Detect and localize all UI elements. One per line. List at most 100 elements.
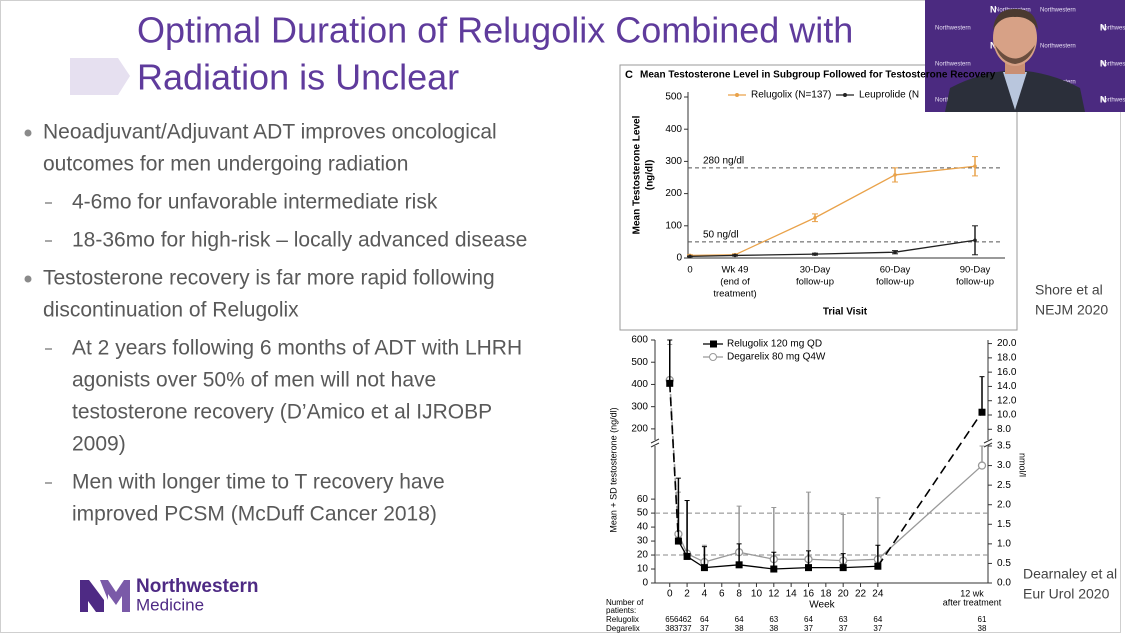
backdrop-text: Northwestern (1100, 26, 1125, 32)
point (874, 562, 882, 570)
sub-bullet-text: 18-36mo for high-risk – locally advanced… (72, 229, 527, 252)
backdrop-text: Northwestern (1100, 98, 1125, 104)
series-line (843, 565, 878, 569)
x-tick-label: 12 wk (960, 588, 984, 598)
patients-row-name: Degarelix (606, 624, 640, 633)
y2-tick-label: 2.0 (997, 499, 1011, 510)
x-tick-label: 18 (820, 589, 832, 600)
reference-label: 280 ng/dl (703, 155, 744, 166)
x-tick-label: treatment) (713, 289, 756, 300)
patients-count: 63 (769, 615, 778, 624)
y2-axis-label: nmol/l (1018, 453, 1028, 477)
axis-break (983, 438, 993, 444)
axis-break (983, 442, 993, 448)
patients-count: 37 (804, 624, 813, 633)
patients-count: 62 (683, 615, 692, 624)
sub-bullet-text: improved PCSM (McDuff Cancer 2018) (72, 503, 437, 526)
x-tick-label: 6 (719, 589, 725, 600)
title-accent (70, 58, 130, 95)
bullet-text: outcomes for men undergoing radiation (43, 153, 408, 176)
person-hair (993, 8, 1038, 30)
point (893, 173, 897, 177)
patients-count: 64 (735, 615, 744, 624)
x-tick-label: 12 (768, 589, 780, 600)
citation: Eur Urol 2020 (1023, 586, 1110, 602)
panel-label: C (625, 69, 633, 81)
logo-sub: Medicine (136, 595, 204, 614)
patients-count: 64 (804, 615, 813, 624)
y-tick-label: 500 (665, 92, 682, 103)
logo-icon (80, 580, 130, 612)
y2-tick-label: 12.0 (997, 395, 1017, 406)
point (688, 254, 692, 259)
logo-name: Northwestern (136, 576, 258, 597)
point (813, 215, 817, 220)
x-tick-label: 90-Day (960, 265, 991, 276)
point (683, 552, 691, 560)
point (770, 565, 778, 573)
backdrop-text: Northwestern (1100, 62, 1125, 68)
patients-count: 64 (873, 615, 882, 624)
y-tick-label: 10 (637, 564, 649, 575)
x-tick-label: 30-Day (800, 265, 831, 276)
legend-marker (709, 353, 717, 361)
x-tick-label: 60-Day (880, 265, 911, 276)
y2-tick-label: 0.0 (997, 578, 1011, 589)
series-line (704, 564, 740, 569)
person-shirt (1003, 72, 1027, 110)
citation: NEJM 2020 (1035, 302, 1108, 318)
x-tick-label: Wk 49 (722, 265, 749, 276)
sub-bullet-text: Men with longer time to T recovery have (72, 471, 445, 494)
sub-bullet-text: testosterone recovery (D’Amico et al IJR… (72, 401, 492, 424)
person-beard (995, 45, 1035, 64)
point (973, 164, 977, 169)
x-tick-label: (end of (720, 277, 750, 288)
bullet-text: Neoadjuvant/Adjuvant ADT improves oncolo… (43, 121, 497, 144)
citation: Shore et al (1035, 282, 1103, 298)
y-tick-label: 60 (637, 494, 649, 505)
backdrop-logo: N (1100, 22, 1107, 32)
logo-n (80, 580, 104, 612)
point (804, 564, 812, 572)
backdrop-text: Northwestern (935, 26, 971, 32)
x-tick-label: 8 (736, 589, 742, 600)
sub-bullet-text: 2009) (72, 433, 126, 456)
series-line (704, 551, 740, 563)
y-tick-label: 500 (631, 357, 648, 368)
series-line (877, 465, 983, 560)
point (978, 408, 986, 416)
x-tick-label: 0 (687, 265, 692, 276)
x-axis-label: Week (809, 600, 835, 611)
point (813, 252, 817, 256)
patients-count: 38 (735, 624, 744, 633)
point (666, 379, 674, 387)
y2-tick-label: 16.0 (997, 367, 1017, 378)
patients-count: 38 (665, 624, 674, 633)
y-tick-label: 30 (637, 536, 649, 547)
x-tick-label: 2 (684, 589, 690, 600)
patients-count: 63 (839, 615, 848, 624)
reference-label: 50 ng/dl (703, 230, 739, 241)
point (674, 537, 682, 545)
point (973, 238, 977, 243)
backdrop-logo: N (990, 40, 997, 50)
series-line (877, 411, 983, 567)
point (839, 564, 847, 572)
patients-label: patients: (606, 606, 636, 615)
legend-label: Leuprolide (N (859, 90, 919, 101)
citation: Dearnaley et al (1023, 566, 1117, 582)
series-line (668, 383, 680, 542)
y-tick-label: 400 (665, 124, 682, 135)
patients-count: 61 (978, 615, 987, 624)
patients-count: 37 (683, 624, 692, 633)
patients-count: 37 (839, 624, 848, 633)
legend-marker (735, 93, 739, 97)
axis-break (650, 438, 660, 444)
backdrop-logo: N (1100, 94, 1107, 104)
point (733, 253, 737, 258)
legend-label: Relugolix (N=137) (751, 90, 831, 101)
x-tick-label: 20 (838, 589, 850, 600)
point (977, 461, 987, 470)
y-tick-label: 300 (631, 401, 648, 412)
